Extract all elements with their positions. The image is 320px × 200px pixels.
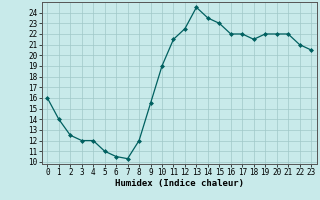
X-axis label: Humidex (Indice chaleur): Humidex (Indice chaleur) [115,179,244,188]
